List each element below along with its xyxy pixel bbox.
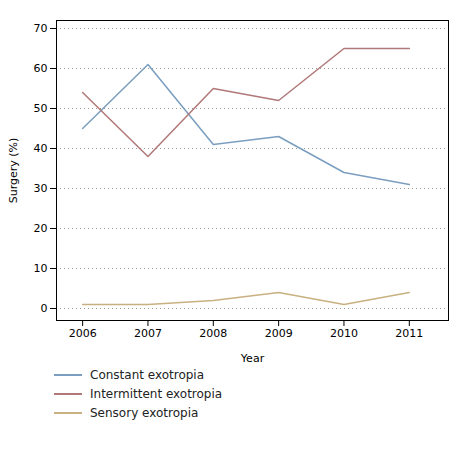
svg-text:70: 70 — [34, 22, 48, 35]
html-text:Constant exotropia: Constant exotropia — [90, 368, 204, 382]
svg-text:10: 10 — [34, 262, 48, 275]
svg-text:0: 0 — [41, 302, 48, 315]
svg-text:Year: Year — [240, 352, 265, 365]
html-text:Intermittent exotropia: Intermittent exotropia — [90, 387, 223, 401]
svg-text:2007: 2007 — [134, 327, 162, 340]
svg-text:20: 20 — [34, 222, 48, 235]
svg-text:2006: 2006 — [69, 327, 97, 340]
svg-text:2010: 2010 — [330, 327, 358, 340]
svg-text:2009: 2009 — [265, 327, 293, 340]
svg-text:Surgery (%): Surgery (%) — [7, 138, 20, 204]
svg-text:30: 30 — [34, 182, 48, 195]
html-text:Sensory exotropia: Sensory exotropia — [90, 406, 199, 420]
svg-text:40: 40 — [34, 142, 48, 155]
svg-text:50: 50 — [34, 102, 48, 115]
svg-text:60: 60 — [34, 62, 48, 75]
svg-text:2011: 2011 — [395, 327, 423, 340]
svg-text:2008: 2008 — [199, 327, 227, 340]
